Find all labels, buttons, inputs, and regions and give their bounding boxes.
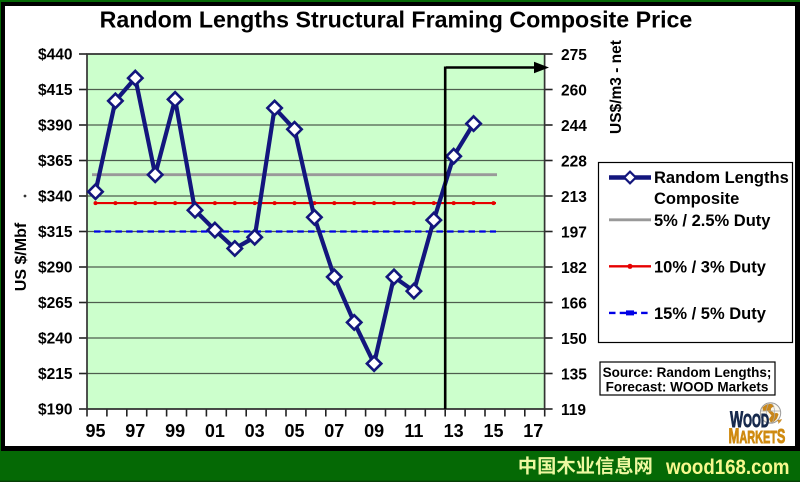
- svg-text:Random Lengths: Random Lengths: [654, 169, 789, 187]
- svg-text:07: 07: [324, 421, 344, 441]
- svg-text:09: 09: [364, 421, 384, 441]
- svg-text:$265: $265: [38, 295, 73, 312]
- svg-text:166: 166: [561, 295, 587, 312]
- svg-text:150: 150: [561, 331, 587, 348]
- svg-text:$440: $440: [38, 47, 72, 64]
- svg-text:13: 13: [444, 421, 464, 441]
- svg-text:01: 01: [205, 421, 225, 441]
- svg-text:03: 03: [245, 421, 265, 441]
- svg-text:97: 97: [125, 421, 145, 441]
- svg-text:Composite: Composite: [654, 190, 739, 208]
- svg-text:228: 228: [561, 153, 587, 170]
- svg-text:$390: $390: [38, 118, 72, 135]
- svg-text:$315: $315: [38, 224, 73, 241]
- svg-text:244: 244: [561, 118, 587, 135]
- svg-text:MARKETS: MARKETS: [729, 424, 786, 448]
- svg-text:05: 05: [284, 421, 304, 441]
- svg-text:99: 99: [165, 421, 185, 441]
- svg-text:$415: $415: [38, 82, 73, 99]
- svg-text:182: 182: [561, 260, 587, 277]
- svg-text:$240: $240: [38, 331, 72, 348]
- svg-text:10% / 3% Duty: 10% / 3% Duty: [654, 259, 767, 277]
- svg-text:$365: $365: [38, 153, 73, 170]
- svg-text:5% / 2.5% Duty: 5% / 2.5% Duty: [654, 212, 771, 230]
- svg-text:11: 11: [404, 421, 423, 441]
- svg-text:213: 213: [561, 189, 587, 206]
- svg-text:15: 15: [483, 421, 503, 441]
- svg-text:$290: $290: [38, 260, 72, 277]
- svg-text:119: 119: [561, 402, 586, 419]
- svg-text:197: 197: [561, 224, 587, 241]
- svg-text:Random Lengths Structural Fram: Random Lengths Structural Framing Compos…: [100, 7, 693, 33]
- svg-text:95: 95: [85, 421, 105, 441]
- svg-text:275: 275: [561, 47, 587, 64]
- svg-text:17: 17: [523, 421, 543, 441]
- svg-text:WOOD: WOOD: [730, 407, 769, 432]
- svg-text:wood168.com: wood168.com: [665, 455, 789, 479]
- svg-text:135: 135: [561, 366, 587, 383]
- svg-text:260: 260: [561, 82, 587, 99]
- svg-text:Source: Random Lengths;: Source: Random Lengths;: [603, 365, 772, 380]
- svg-text:$215: $215: [38, 366, 73, 383]
- svg-text:US $/Mbf: US $/Mbf: [13, 222, 30, 291]
- svg-text:Forecast: WOOD Markets: Forecast: WOOD Markets: [606, 380, 769, 395]
- svg-text:US$/m3 - net: US$/m3 - net: [608, 40, 625, 134]
- svg-text:15% / 5% Duty: 15% / 5% Duty: [654, 305, 767, 323]
- svg-text:$340: $340: [38, 189, 72, 206]
- svg-text:$190: $190: [38, 402, 72, 419]
